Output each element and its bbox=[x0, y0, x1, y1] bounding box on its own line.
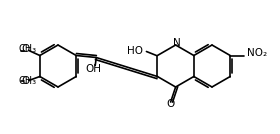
Text: O: O bbox=[22, 77, 30, 87]
Text: N: N bbox=[173, 38, 181, 48]
Text: NO₂: NO₂ bbox=[247, 49, 267, 59]
Text: CH₃: CH₃ bbox=[19, 44, 37, 55]
Text: O: O bbox=[167, 99, 175, 109]
Text: OH: OH bbox=[85, 64, 101, 75]
Text: HO: HO bbox=[127, 46, 143, 55]
Text: O: O bbox=[22, 44, 30, 55]
Text: CH₃: CH₃ bbox=[19, 77, 37, 87]
